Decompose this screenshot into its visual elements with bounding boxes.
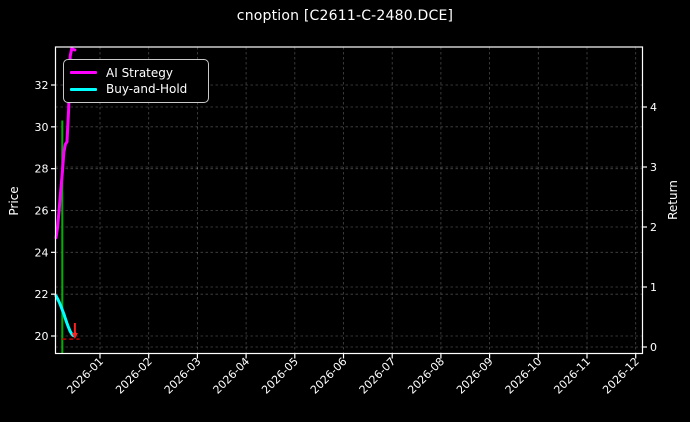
legend: AI Strategy Buy-and-Hold [63, 59, 209, 103]
sell-signal-arrowhead [71, 333, 78, 339]
legend-entry-buy-and-hold: Buy-and-Hold [70, 83, 202, 95]
x-tick-label: 2026-07 [357, 355, 399, 397]
return-axis-label: Return [666, 180, 680, 220]
x-tick-label: 2026-01 [64, 355, 106, 397]
series-line-ai-strategy [54, 47, 77, 240]
x-tick-label: 2026-08 [405, 355, 447, 397]
x-tick-label: 2026-04 [211, 355, 253, 397]
legend-line-swatch [70, 71, 97, 75]
x-tick-label: 2026-12 [600, 355, 642, 397]
x-tick-label: 2026-05 [259, 355, 301, 397]
price-tick-label: 26 [35, 204, 49, 217]
price-tick-label: 22 [35, 288, 49, 301]
axes-frame [54, 46, 644, 355]
price-tick-label: 30 [35, 121, 49, 134]
price-tick-label: 32 [35, 79, 49, 92]
chart-title: cnoption [C2611-C-2480.DCE] [236, 8, 454, 24]
x-tick-label: 2026-06 [308, 355, 350, 397]
x-tick-label: 2026-02 [113, 355, 155, 397]
price-tick-label: 24 [35, 246, 49, 259]
price-tick-label: 20 [35, 330, 49, 343]
x-tick-label: 2026-11 [551, 355, 593, 397]
legend-label: Buy-and-Hold [106, 82, 188, 97]
return-tick-label: 2 [650, 221, 657, 234]
return-tick-label: 1 [650, 281, 657, 294]
price-axis-label: Price [7, 186, 21, 216]
legend-line-swatch [70, 87, 97, 91]
x-tick-label: 2026-03 [162, 355, 204, 397]
return-tick-label: 4 [650, 101, 657, 114]
series-line-buy-and-hold [54, 294, 77, 338]
price-tick-label: 28 [35, 163, 49, 176]
legend-entry-ai-strategy: AI Strategy [70, 67, 202, 79]
x-tick-label: 2026-10 [503, 355, 545, 397]
return-tick-label: 0 [650, 341, 657, 354]
x-tick-label: 2026-09 [454, 355, 496, 397]
return-tick-label: 3 [650, 161, 657, 174]
legend-label: AI Strategy [106, 65, 173, 80]
